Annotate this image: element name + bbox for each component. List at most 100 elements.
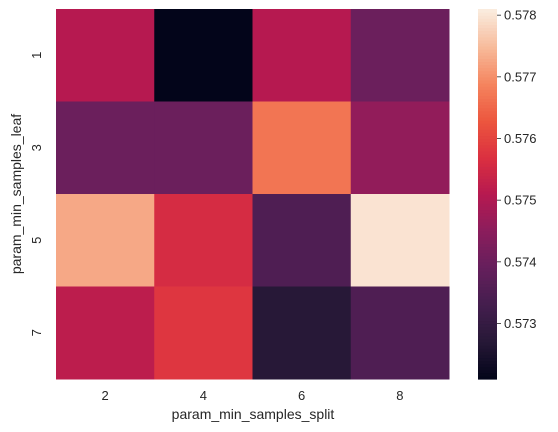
colorbar-tick-label: 0.574 xyxy=(504,254,537,269)
colorbar-segment xyxy=(478,33,497,38)
colorbar-segment xyxy=(478,200,497,204)
colorbar-segment xyxy=(478,283,497,288)
colorbar-segment xyxy=(478,277,497,281)
colorbar-segment xyxy=(478,172,497,177)
colorbar-tick-labels: 0.573 0.574 0.575 0.576 0.577 0.578 xyxy=(497,8,537,331)
colorbar-segment xyxy=(478,292,497,297)
colorbar-segment xyxy=(478,163,497,167)
colorbar-segment xyxy=(478,274,497,278)
colorbar-segment xyxy=(478,190,497,195)
colorbar-segment xyxy=(478,95,497,100)
colorbar-segment xyxy=(478,375,497,380)
x-tick-label: 6 xyxy=(298,388,305,403)
heatmap-cell-r1-c0 xyxy=(56,101,155,195)
colorbar-segment xyxy=(478,86,497,90)
colorbar-segment xyxy=(478,12,497,16)
colorbar-segment xyxy=(478,116,497,121)
colorbar-segment xyxy=(478,289,497,294)
colorbar-segment xyxy=(478,101,497,106)
heatmap-cell-r0-c1 xyxy=(154,9,253,102)
colorbar-segment xyxy=(478,249,497,254)
colorbar-segment xyxy=(478,61,497,66)
x-axis-label: param_min_samples_split xyxy=(172,406,335,422)
colorbar-segment xyxy=(478,113,497,118)
colorbar-segment xyxy=(478,64,497,69)
colorbar-segment xyxy=(478,18,497,22)
heatmap-cell-r3-c1 xyxy=(154,286,253,380)
colorbar-segment xyxy=(478,224,497,229)
colorbar-segment xyxy=(478,360,497,365)
colorbar xyxy=(478,9,497,380)
colorbar-segment xyxy=(478,212,497,217)
colorbar-segment xyxy=(478,120,497,124)
y-tick-labels: 1 3 5 7 xyxy=(29,52,44,337)
colorbar-segment xyxy=(478,150,497,155)
colorbar-segment xyxy=(478,308,497,312)
y-axis-label: param_min_samples_leaf xyxy=(8,114,24,274)
colorbar-segment xyxy=(478,338,497,343)
colorbar-segment xyxy=(478,104,497,109)
colorbar-segment xyxy=(478,280,497,285)
y-tick-label: 7 xyxy=(29,329,44,336)
heatmap-cell-r2-c1 xyxy=(154,194,253,287)
colorbar-segment xyxy=(478,27,497,32)
x-tick-label: 8 xyxy=(396,388,403,403)
colorbar-segment xyxy=(478,261,497,266)
colorbar-segment xyxy=(478,175,497,180)
colorbar-segment xyxy=(478,9,497,13)
colorbar-segment xyxy=(478,135,497,140)
colorbar-segment xyxy=(478,110,497,115)
colorbar-segment xyxy=(478,83,497,87)
colorbar-segment xyxy=(478,30,497,35)
colorbar-segment xyxy=(478,42,497,47)
heatmap-cell-r1-c1 xyxy=(154,101,253,195)
y-tick-label: 5 xyxy=(29,237,44,244)
y-tick-label: 1 xyxy=(29,52,44,59)
colorbar-segment xyxy=(478,52,497,56)
colorbar-segment xyxy=(478,129,497,133)
colorbar-segment xyxy=(478,329,497,334)
colorbar-segment xyxy=(478,160,497,164)
colorbar-segment xyxy=(478,169,497,174)
colorbar-segment xyxy=(478,144,497,149)
colorbar-segment xyxy=(478,178,497,183)
colorbar-segment xyxy=(478,320,497,325)
colorbar-segment xyxy=(478,298,497,303)
colorbar-segment xyxy=(478,49,497,53)
colorbar-segment xyxy=(478,311,497,315)
colorbar-segment xyxy=(478,181,497,186)
heatmap-cell-r2-c0 xyxy=(56,194,155,287)
colorbar-segment xyxy=(478,76,497,81)
colorbar-segment xyxy=(478,332,497,337)
colorbar-segment xyxy=(478,351,497,355)
colorbar-segment xyxy=(478,369,497,374)
colorbar-segment xyxy=(478,55,497,59)
colorbar-segment xyxy=(478,24,497,29)
colorbar-segment xyxy=(478,335,497,340)
x-tick-label: 2 xyxy=(102,388,109,403)
heatmap-cell-r2-c2 xyxy=(252,194,352,287)
colorbar-segment xyxy=(478,295,497,300)
heatmap-cell-r1-c2 xyxy=(252,101,352,195)
colorbar-segment xyxy=(478,123,497,127)
heatmap-cells xyxy=(56,9,450,380)
colorbar-segment xyxy=(478,218,497,223)
colorbar-segment xyxy=(478,141,497,146)
heatmap-cell-r0-c3 xyxy=(350,9,450,102)
colorbar-segment xyxy=(478,237,497,241)
colorbar-segment xyxy=(478,363,497,368)
colorbar-tick-label: 0.573 xyxy=(504,316,537,331)
heatmap-cell-r3-c0 xyxy=(56,286,155,380)
colorbar-segment xyxy=(478,126,497,130)
colorbar-tick-label: 0.577 xyxy=(504,69,537,84)
colorbar-segment xyxy=(478,70,497,75)
colorbar-segment xyxy=(478,240,497,244)
colorbar-segment xyxy=(478,157,497,161)
colorbar-segment xyxy=(478,271,497,275)
colorbar-segment xyxy=(478,215,497,220)
colorbar-segment xyxy=(478,15,497,19)
colorbar-segment xyxy=(478,197,497,201)
colorbar-segment xyxy=(478,166,497,170)
heatmap-cell-r1-c3 xyxy=(350,101,450,195)
colorbar-segment xyxy=(478,147,497,152)
